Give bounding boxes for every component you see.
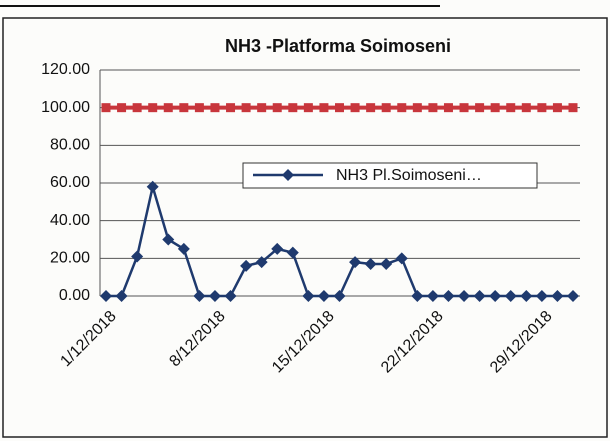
marker <box>350 103 360 113</box>
marker <box>210 103 220 113</box>
marker <box>412 103 422 113</box>
marker <box>163 103 173 113</box>
marker <box>148 103 158 113</box>
marker <box>100 290 112 302</box>
marker <box>475 103 485 113</box>
chart-frame <box>2 17 608 438</box>
marker <box>286 246 299 259</box>
marker <box>319 103 329 113</box>
marker <box>101 103 111 113</box>
marker <box>240 259 253 272</box>
marker <box>428 103 438 113</box>
marker <box>426 290 439 302</box>
marker <box>535 290 548 302</box>
marker <box>226 103 236 113</box>
marker <box>411 290 424 302</box>
marker <box>520 290 533 302</box>
marker <box>146 180 159 193</box>
marker <box>117 103 127 113</box>
y-tick-label: 100.00 <box>41 99 90 116</box>
marker <box>194 103 204 113</box>
marker <box>177 242 190 255</box>
marker <box>272 103 282 113</box>
marker <box>303 103 313 113</box>
marker <box>224 290 237 302</box>
y-tick-label: 120.00 <box>41 61 90 78</box>
marker <box>132 103 142 113</box>
marker <box>458 290 471 302</box>
marker <box>115 290 128 302</box>
marker <box>288 103 298 113</box>
marker <box>271 242 284 255</box>
marker <box>504 290 517 302</box>
marker <box>551 290 564 302</box>
marker <box>333 290 346 302</box>
marker <box>381 103 391 113</box>
marker <box>335 103 344 113</box>
marker <box>552 103 562 113</box>
marker <box>302 290 315 302</box>
marker <box>395 252 408 265</box>
marker <box>208 290 221 302</box>
y-tick-label: 60.00 <box>50 174 90 191</box>
chart-title: NH3 -Platforma Soimoseni <box>225 36 451 56</box>
marker <box>567 290 579 302</box>
marker <box>443 103 453 113</box>
marker <box>349 256 362 269</box>
legend-box <box>242 162 538 189</box>
marker <box>255 256 268 269</box>
y-tick-label: 40.00 <box>50 212 90 229</box>
marker <box>490 103 500 113</box>
marker <box>521 103 531 113</box>
marker <box>442 290 455 302</box>
y-tick-label: 80.00 <box>50 137 90 154</box>
marker <box>506 103 516 113</box>
marker <box>537 103 547 113</box>
legend-label: NH3 Pl.Soimoseni… <box>336 167 482 184</box>
marker <box>380 257 393 270</box>
legend-marker <box>282 169 294 181</box>
marker <box>241 103 251 113</box>
marker <box>366 103 376 113</box>
marker <box>568 103 578 113</box>
marker <box>364 257 377 270</box>
marker <box>397 103 407 113</box>
marker <box>473 290 486 302</box>
marker <box>257 103 267 113</box>
marker <box>193 290 206 302</box>
marker <box>179 103 189 113</box>
marker <box>489 290 502 302</box>
marker <box>162 233 175 246</box>
marker <box>317 290 330 302</box>
marker <box>459 103 469 113</box>
marker <box>131 250 144 263</box>
y-tick-label: 20.00 <box>50 250 90 267</box>
y-tick-label: 0.00 <box>59 287 90 304</box>
